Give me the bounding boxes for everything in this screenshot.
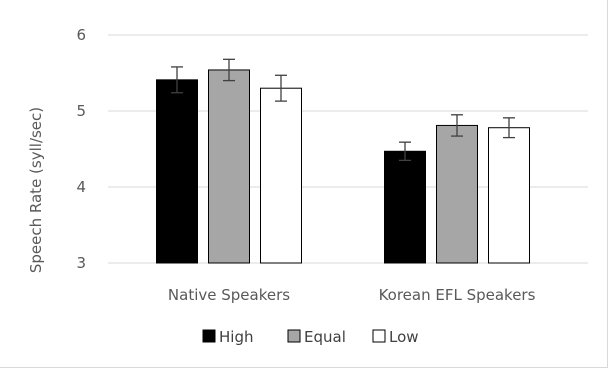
- y-axis-label: Speech Rate (syll/sec): [27, 107, 45, 273]
- error-bar: [223, 58, 235, 82]
- error-bar: [171, 66, 183, 94]
- legend: High Equal Low: [202, 328, 419, 346]
- legend-swatch: [372, 329, 386, 343]
- error-bars: [171, 58, 515, 162]
- x-category-label: Korean EFL Speakers: [379, 286, 536, 304]
- bar-low: [488, 127, 530, 264]
- legend-swatch: [202, 329, 216, 343]
- y-tick-label: 5: [76, 102, 86, 120]
- bars: [156, 69, 530, 264]
- legend-label: Equal: [304, 328, 346, 346]
- error-bar: [399, 141, 411, 162]
- y-tick-label: 3: [76, 254, 86, 272]
- bar-low: [260, 87, 302, 264]
- legend-label: Low: [389, 328, 419, 346]
- legend-swatch: [287, 329, 301, 343]
- y-axis-ticks: 3 4 5 6: [76, 26, 86, 272]
- x-category-label: Native Speakers: [168, 286, 290, 304]
- bar-high: [384, 150, 426, 264]
- y-tick-label: 6: [76, 26, 86, 44]
- x-axis-categories: Native Speakers Korean EFL Speakers: [168, 286, 536, 304]
- bar-equal: [436, 124, 478, 264]
- y-tick-label: 4: [76, 178, 86, 196]
- bar-equal: [208, 69, 250, 264]
- legend-item-equal: Equal: [287, 328, 346, 346]
- error-bar: [451, 114, 463, 137]
- legend-item-low: Low: [372, 328, 419, 346]
- error-bar: [503, 117, 515, 139]
- error-bar: [275, 74, 287, 102]
- legend-label: High: [219, 328, 253, 346]
- legend-item-high: High: [202, 328, 253, 346]
- bar-high: [156, 79, 198, 264]
